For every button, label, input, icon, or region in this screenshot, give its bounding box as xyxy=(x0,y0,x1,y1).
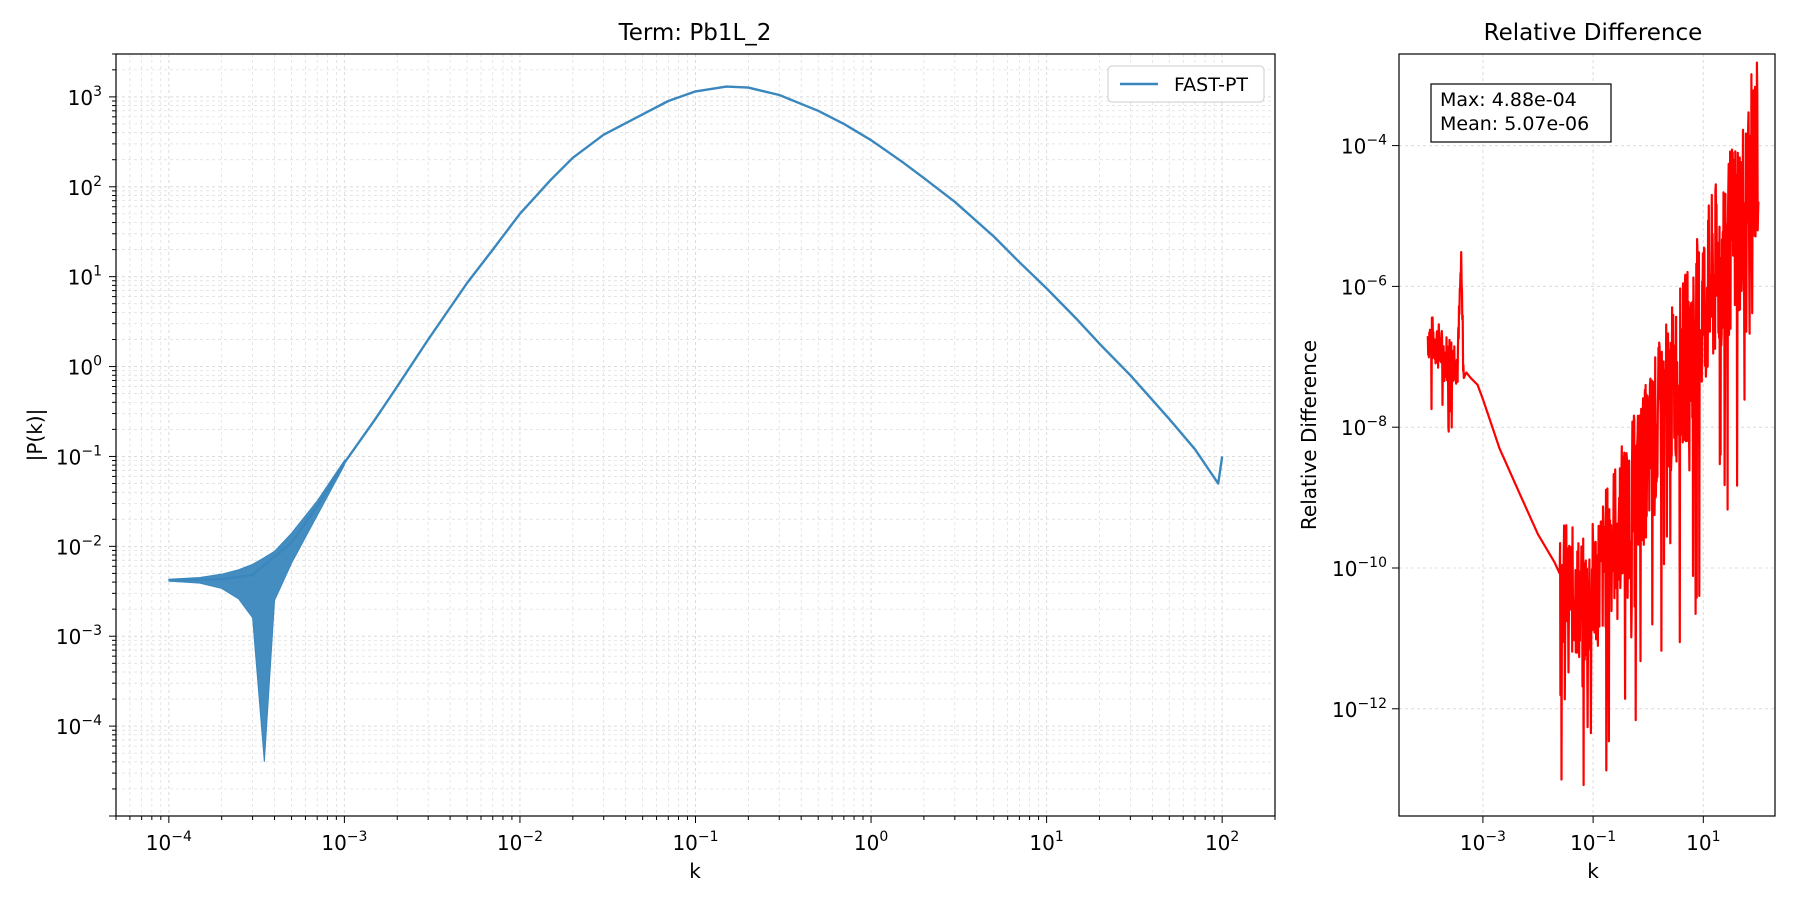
left-y-tick-label: 10−3 xyxy=(56,623,102,649)
legend-box xyxy=(1107,65,1265,103)
left-chart-panel: 10−4 10−3 10−2 10−1 100 101 102 10−410−310−210… xyxy=(23,20,1276,883)
left-x-tick-label: 100 xyxy=(854,829,888,855)
left-y-axis-label: |P(k)| xyxy=(23,409,47,462)
left-x-tick-label: 101 xyxy=(1029,829,1063,855)
right-y-tick-label: 10−4 xyxy=(1341,133,1387,159)
oscillation-band-area xyxy=(168,458,345,762)
left-x-tick-label: 10−4 xyxy=(146,829,192,855)
right-series-group xyxy=(1426,61,1760,787)
right-y-tick-label: 10−10 xyxy=(1332,555,1387,581)
right-y-tick-label: 10−12 xyxy=(1332,696,1387,722)
right-chart-panel: 10−3 10−1 101 10−12 10−10 10−8 10−6 10−4 Relat… xyxy=(1297,20,1776,883)
left-y-tick-label: 100 xyxy=(68,354,102,380)
left-chart-title: Term: Pb1L_2 xyxy=(618,20,772,46)
left-series-group xyxy=(168,85,1224,582)
legend: FAST-PT xyxy=(1107,65,1265,103)
left-x-tick-label: 102 xyxy=(1205,829,1239,855)
left-grid xyxy=(115,53,1276,817)
right-x-axis-label: k xyxy=(1587,859,1599,883)
stats-box-frame xyxy=(1430,83,1612,143)
left-x-tick-label: 10−1 xyxy=(672,829,718,855)
left-y-tick-label: 10−1 xyxy=(56,443,102,469)
left-y-tick-label: 10−4 xyxy=(56,713,102,739)
stats-max: Max: 4.88e-04 xyxy=(1440,89,1577,111)
right-chart-title: Relative Difference xyxy=(1484,20,1703,46)
right-y-tick-label: 10−6 xyxy=(1341,273,1387,299)
left-y-ticks: 10−4 10−3 10−2 10−1 100 101 102 103 xyxy=(56,53,116,817)
left-x-tick-label: 10−2 xyxy=(497,829,543,855)
series-line-relative-difference xyxy=(1426,61,1760,787)
right-y-ticks: 10−12 10−10 10−8 10−6 10−4 xyxy=(1332,133,1399,722)
left-x-ticks: 10−4 10−3 10−2 10−1 100 101 102 xyxy=(115,816,1276,855)
right-x-tick-label: 10−1 xyxy=(1570,829,1616,855)
left-x-tick-label: 10−3 xyxy=(321,829,367,855)
left-y-tick-label: 103 xyxy=(68,84,102,110)
left-x-axis-label: k xyxy=(689,859,701,883)
left-y-tick-label: 102 xyxy=(68,174,102,200)
left-y-tick-label: 101 xyxy=(68,264,102,290)
right-axes-frame xyxy=(1398,53,1776,817)
legend-label: FAST-PT xyxy=(1174,74,1248,96)
oscillation-band xyxy=(168,458,345,762)
stats-box: Max: 4.88e-04 Mean: 5.07e-06 xyxy=(1430,83,1612,143)
series-line-fast-pt xyxy=(168,85,1224,582)
right-y-tick-label: 10−8 xyxy=(1341,414,1387,440)
right-x-ticks: 10−3 10−1 101 xyxy=(1460,816,1721,855)
left-y-tick-label: 10−2 xyxy=(56,533,102,559)
right-x-tick-label: 101 xyxy=(1686,829,1720,855)
right-x-tick-label: 10−3 xyxy=(1460,829,1506,855)
stats-mean: Mean: 5.07e-06 xyxy=(1440,113,1589,135)
right-y-axis-label: Relative Difference xyxy=(1297,340,1321,530)
